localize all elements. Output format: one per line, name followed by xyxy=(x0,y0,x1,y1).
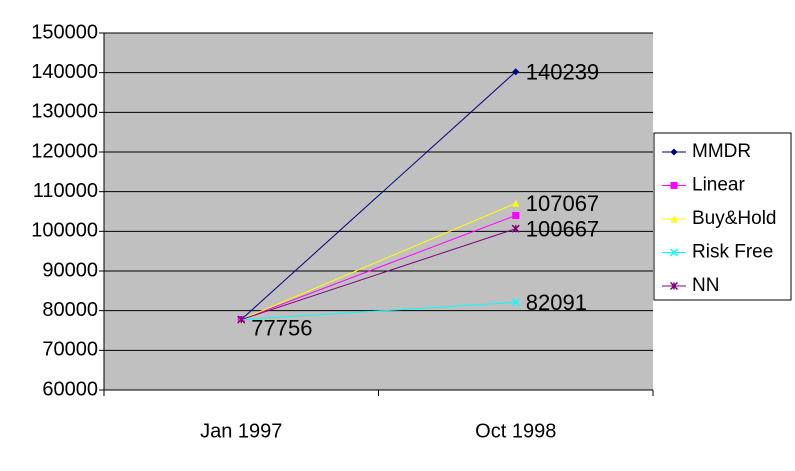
legend-marker xyxy=(670,215,678,223)
y-tick-label: 70000 xyxy=(42,339,98,361)
series-line xyxy=(241,301,516,321)
y-tick-label: 150000 xyxy=(31,21,98,43)
x-tick-label: Oct 1998 xyxy=(475,420,556,442)
y-tick-label: 110000 xyxy=(33,180,98,202)
data-label: 140239 xyxy=(526,60,599,85)
legend-label: MMDR xyxy=(692,141,751,162)
legend-box xyxy=(653,132,792,301)
legend-label: NN xyxy=(692,275,719,296)
point xyxy=(237,315,246,324)
legend-label: Risk Free xyxy=(692,242,773,263)
legend-marker xyxy=(669,248,679,257)
legend-label: Buy&Hold xyxy=(692,208,777,229)
y-tick-label: 60000 xyxy=(42,378,98,400)
data-label: 77756 xyxy=(251,315,312,340)
point xyxy=(512,199,520,207)
legend-label: Linear xyxy=(692,175,745,196)
legend-marker xyxy=(670,148,678,156)
series-line xyxy=(240,71,517,320)
x-tick-label: Jan 1997 xyxy=(200,420,282,442)
legend: MMDR Linear Buy&Hold Risk Free NN xyxy=(653,132,792,301)
series-line xyxy=(241,202,516,321)
y-tick-label: 80000 xyxy=(42,299,98,321)
point xyxy=(511,298,520,307)
data-label: 107067 xyxy=(526,191,599,216)
point xyxy=(512,68,520,76)
data-label: 82091 xyxy=(526,290,587,315)
y-tick-label: 140000 xyxy=(31,61,98,83)
point xyxy=(512,211,520,219)
series-line xyxy=(241,228,516,321)
point xyxy=(511,224,520,233)
y-tick-label: 90000 xyxy=(42,259,98,281)
legend-marker xyxy=(670,182,678,189)
legend-marker xyxy=(669,281,679,291)
data-label: 100667 xyxy=(526,217,599,242)
y-tick-label: 130000 xyxy=(31,101,98,123)
plot-area xyxy=(104,33,653,390)
y-tick-label: 100000 xyxy=(31,220,98,242)
y-tick-label: 120000 xyxy=(31,140,98,162)
series-line xyxy=(241,214,516,321)
